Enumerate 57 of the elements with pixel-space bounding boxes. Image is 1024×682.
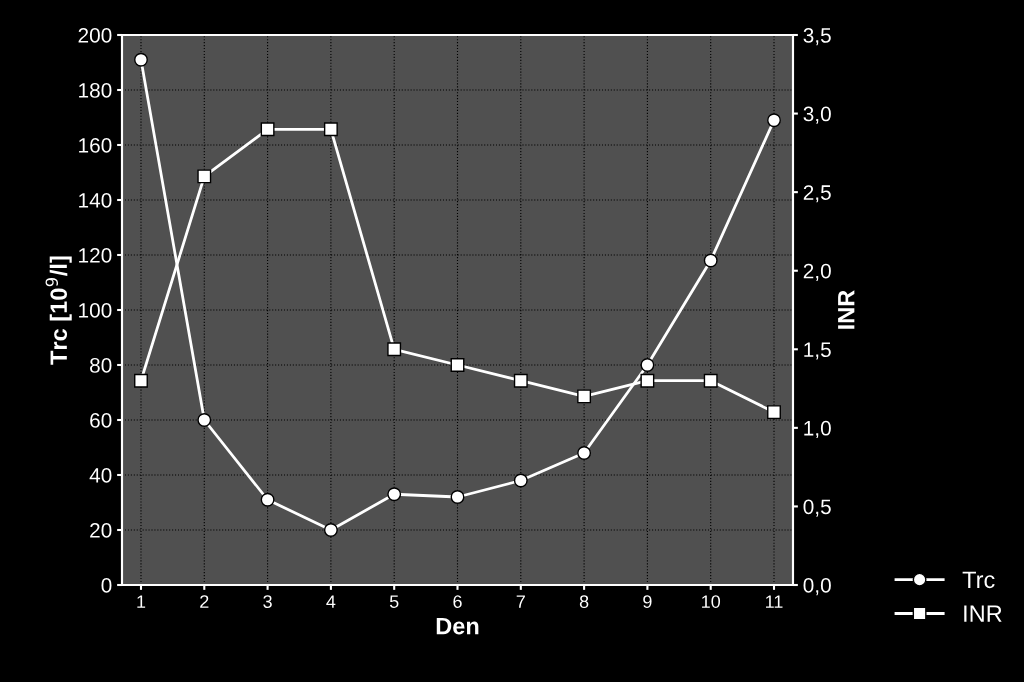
legend-label: INR (964, 605, 1002, 622)
y2-tick-label: 1,5 (804, 342, 831, 360)
point (703, 253, 718, 268)
x-tick-label: 11 (766, 595, 783, 608)
y-tick-label: 160 (79, 138, 112, 153)
x-tick-label: 7 (516, 595, 525, 608)
y-tick-label: 100 (79, 303, 112, 318)
point (260, 122, 275, 137)
y-tick-label: 120 (79, 248, 112, 263)
y-tick-label: 180 (79, 83, 112, 98)
point (703, 373, 718, 388)
y-tick-label: 0 (101, 578, 112, 593)
y2-tick-label: 1,0 (804, 420, 831, 439)
y-tick-label: 140 (79, 193, 112, 208)
point (577, 446, 592, 460)
x-tick-label: 5 (389, 595, 399, 608)
point (450, 358, 465, 372)
x-tick-label: 8 (579, 595, 589, 608)
point (323, 122, 338, 137)
y-axis-title: Trc [10$^{9}$/l] (45, 256, 72, 365)
legend-label: Trc (962, 571, 995, 589)
y2-tick-label: 2,0 (803, 263, 831, 281)
y-tick-label: 40 (89, 468, 112, 483)
x-tick-label: 1 (137, 595, 146, 608)
point (197, 413, 212, 427)
point (577, 389, 592, 404)
point (513, 473, 528, 488)
y-tick-label: 20 (90, 523, 112, 538)
y-tick-label: 200 (78, 28, 112, 43)
x-tick-label: 6 (453, 595, 462, 608)
point (387, 487, 402, 502)
point (387, 342, 402, 357)
y-tick-label: 60 (90, 413, 112, 428)
point (323, 523, 338, 537)
point (640, 373, 655, 388)
x-tick-label: 2 (200, 595, 209, 608)
x-tick-label: 3 (263, 595, 272, 608)
x-axis-title: Den (436, 617, 479, 635)
x-tick-label: 4 (326, 595, 336, 608)
y2-tick-label: 0,0 (803, 578, 831, 596)
point (513, 373, 528, 388)
point (197, 169, 212, 184)
x-tick-label: 10 (702, 595, 721, 608)
point (260, 492, 275, 507)
point (134, 52, 148, 67)
point (767, 113, 781, 128)
point (450, 490, 465, 504)
y2-tick-label: 3,0 (803, 106, 831, 124)
y2-tick-label: 0,5 (803, 499, 831, 517)
y2-tick-label: 2,5 (803, 185, 831, 203)
y-tick-label: 80 (90, 358, 112, 373)
y2-axis-title: INR (838, 290, 855, 329)
point (640, 358, 655, 372)
point (134, 373, 148, 388)
point (767, 405, 781, 420)
x-tick-label: 9 (643, 595, 652, 608)
y2-tick-label: 3,5 (803, 28, 831, 46)
